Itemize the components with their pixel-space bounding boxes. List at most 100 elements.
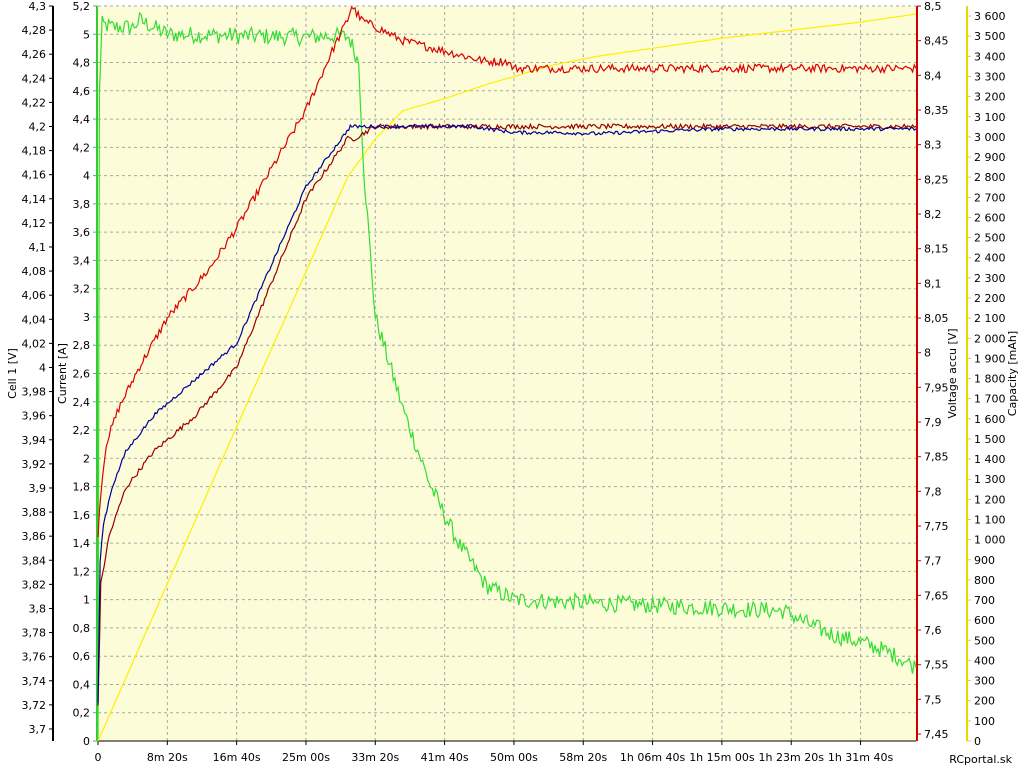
capacity-tick-label: 1 400 — [974, 453, 1006, 466]
capacity-tick-label: 100 — [974, 715, 995, 728]
cell-tick-label: 3,78 — [22, 627, 47, 640]
cell-tick-label: 3,8 — [29, 602, 47, 615]
cell-tick-label: 4,2 — [29, 120, 47, 133]
voltage-tick-label: 8,45 — [924, 35, 949, 48]
cell-tick-label: 4,18 — [22, 145, 47, 158]
credit-text: RCportal.sk — [949, 753, 1012, 766]
current-tick-label: 3 — [83, 311, 90, 324]
voltage-tick-label: 8,3 — [924, 139, 942, 152]
current-tick-label: 1,4 — [73, 537, 91, 550]
x-tick-label: 50m 00s — [490, 751, 538, 764]
current-tick-label: 1,2 — [73, 565, 91, 578]
voltage-tick-label: 7,6 — [924, 624, 942, 637]
voltage-tick-label: 7,7 — [924, 555, 942, 568]
capacity-tick-label: 2 400 — [974, 252, 1006, 265]
capacity-axis-title: Capacity [mAh] — [1006, 331, 1019, 416]
capacity-tick-label: 1 800 — [974, 373, 1006, 386]
capacity-tick-label: 3 000 — [974, 131, 1006, 144]
cell-tick-label: 4,04 — [22, 313, 47, 326]
capacity-tick-label: 3 200 — [974, 91, 1006, 104]
current-tick-label: 3,4 — [73, 254, 91, 267]
series-group — [97, 6, 917, 742]
x-tick-label: 1h 31m 40s — [828, 751, 894, 764]
capacity-tick-label: 2 900 — [974, 151, 1006, 164]
x-tick-label: 58m 20s — [559, 751, 607, 764]
capacity-tick-label: 600 — [974, 614, 995, 627]
cell-tick-label: 4,26 — [22, 48, 47, 61]
capacity-tick-label: 2 100 — [974, 312, 1006, 325]
voltage-tick-label: 8,05 — [924, 312, 949, 325]
cell-axis-title: Cell 1 [V] — [6, 348, 19, 399]
voltage-tick-label: 7,9 — [924, 416, 942, 429]
voltage-tick-label: 7,95 — [924, 381, 949, 394]
current-tick-label: 5 — [83, 28, 90, 41]
x-tick-label: 25m 00s — [282, 751, 330, 764]
voltage-tick-label: 7,8 — [924, 485, 942, 498]
capacity-tick-label: 700 — [974, 594, 995, 607]
capacity-tick-label: 2 500 — [974, 232, 1006, 245]
x-tick-label: 33m 20s — [351, 751, 399, 764]
cell-tick-label: 4,14 — [22, 193, 47, 206]
current-tick-label: 0 — [83, 735, 90, 748]
x-tick-label: 1h 23m 20s — [759, 751, 825, 764]
cell-tick-label: 3,88 — [22, 506, 47, 519]
current-tick-label: 4,4 — [73, 113, 91, 126]
capacity-tick-label: 1 300 — [974, 473, 1006, 486]
cell-tick-label: 3,72 — [22, 699, 47, 712]
voltage-tick-label: 7,75 — [924, 520, 949, 533]
capacity-tick-label: 800 — [974, 574, 995, 587]
cell-tick-label: 3,92 — [22, 458, 47, 471]
capacity-tick-label: 1 200 — [974, 493, 1006, 506]
current-tick-label: 5,2 — [73, 0, 91, 13]
voltage-tick-label: 7,5 — [924, 693, 942, 706]
capacity-tick-label: 3 100 — [974, 111, 1006, 124]
capacity-tick-label: 500 — [974, 634, 995, 647]
capacity-tick-label: 3 500 — [974, 30, 1006, 43]
current-tick-label: 2,8 — [73, 339, 91, 352]
current-tick-label: 4,6 — [73, 85, 91, 98]
current-tick-label: 2,2 — [73, 424, 91, 437]
voltage-axis-title: Voltage accu [V] — [946, 328, 959, 418]
current-tick-label: 1,6 — [73, 509, 91, 522]
cell-tick-label: 3,7 — [29, 723, 47, 736]
x-tick-label: 16m 40s — [213, 751, 261, 764]
cell-tick-label: 4 — [39, 361, 46, 374]
voltage-tick-label: 7,55 — [924, 659, 949, 672]
capacity-tick-label: 200 — [974, 695, 995, 708]
cell-tick-label: 3,82 — [22, 578, 47, 591]
capacity-tick-label: 900 — [974, 554, 995, 567]
capacity-tick-label: 1 500 — [974, 433, 1006, 446]
capacity-tick-label: 3 400 — [974, 50, 1006, 63]
cell-tick-label: 4,06 — [22, 289, 47, 302]
capacity-tick-label: 3 300 — [974, 70, 1006, 83]
voltage-tick-label: 7,65 — [924, 589, 949, 602]
capacity-tick-label: 3 600 — [974, 10, 1006, 23]
current-tick-label: 2 — [83, 452, 90, 465]
current-tick-label: 3,8 — [73, 198, 91, 211]
cell-tick-label: 4,22 — [22, 96, 47, 109]
axes: 0 8m 20s 16m 40s 25m 00s 33m 20s 41m 40s 50m 0… — [6, 0, 1019, 764]
capacity-tick-label: 1 100 — [974, 513, 1006, 526]
voltage-tick-label: 8,1 — [924, 277, 942, 290]
cell-tick-label: 3,98 — [22, 386, 47, 399]
current-tick-label: 0,8 — [73, 622, 91, 635]
capacity-tick-label: 1 700 — [974, 393, 1006, 406]
cell-tick-label: 4,1 — [29, 241, 47, 254]
x-tick-label: 8m 20s — [147, 751, 188, 764]
cell-tick-label: 3,84 — [22, 554, 47, 567]
series-cell-line-4 — [97, 123, 917, 704]
capacity-tick-label: 400 — [974, 654, 995, 667]
cell-tick-label: 4,16 — [22, 169, 47, 182]
capacity-tick-label: 1 600 — [974, 413, 1006, 426]
voltage-tick-label: 7,45 — [924, 728, 949, 741]
current-tick-label: 4,8 — [73, 57, 91, 70]
capacity-tick-label: 2 200 — [974, 292, 1006, 305]
voltage-tick-label: 7,85 — [924, 451, 949, 464]
current-tick-label: 1,8 — [73, 481, 91, 494]
current-tick-label: 2,4 — [73, 396, 91, 409]
capacity-tick-label: 0 — [974, 735, 981, 748]
current-tick-label: 4,2 — [73, 141, 91, 154]
x-tick-label: 1h 06m 40s — [620, 751, 686, 764]
current-tick-label: 4 — [83, 170, 90, 183]
current-tick-label: 3,6 — [73, 226, 91, 239]
